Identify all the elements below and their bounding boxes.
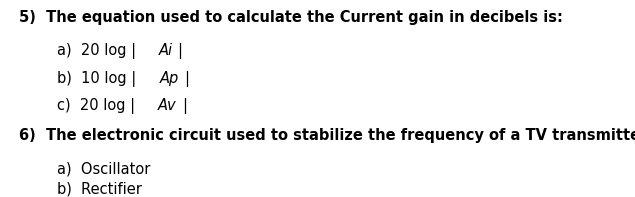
Text: |: |	[177, 43, 182, 59]
Text: a)  Oscillator: a) Oscillator	[57, 162, 150, 177]
Text: Ap: Ap	[159, 71, 178, 86]
Text: |: |	[182, 98, 187, 114]
Text: a)  20 log |: a) 20 log |	[57, 43, 137, 59]
Text: 5)  The equation used to calculate the Current gain in decibels is:: 5) The equation used to calculate the Cu…	[19, 10, 563, 25]
Text: c)  20 log |: c) 20 log |	[57, 98, 135, 114]
Text: Ai: Ai	[159, 43, 173, 58]
Text: 6)  The electronic circuit used to stabilize the frequency of a TV transmitter, : 6) The electronic circuit used to stabil…	[19, 128, 635, 143]
Text: |: |	[184, 71, 189, 87]
Text: b)  Rectifier: b) Rectifier	[57, 181, 142, 196]
Text: b)  10 log |: b) 10 log |	[57, 71, 137, 87]
Text: Av: Av	[158, 98, 177, 113]
